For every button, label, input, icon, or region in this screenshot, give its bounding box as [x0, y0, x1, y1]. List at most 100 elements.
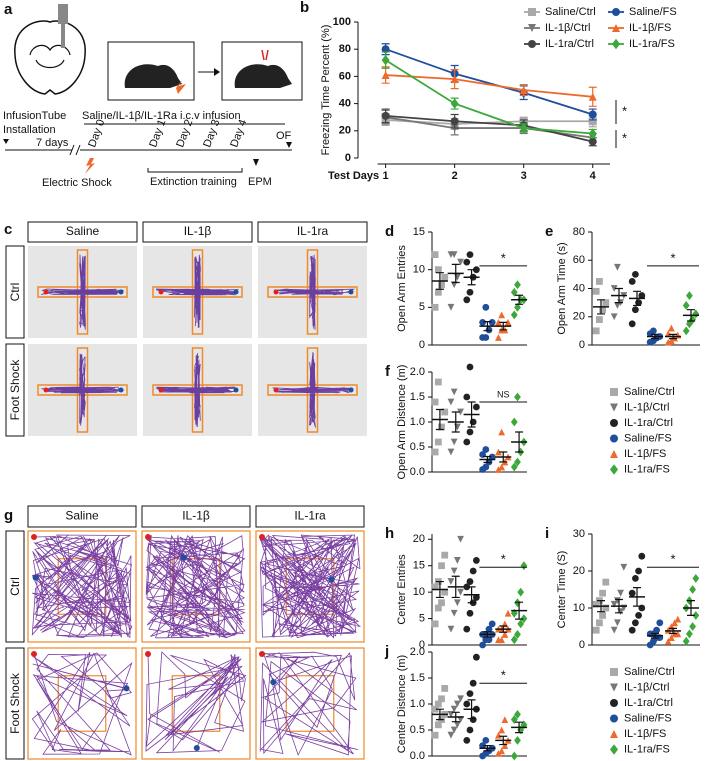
point [466, 690, 474, 697]
point [632, 270, 639, 278]
shock-icon [176, 80, 186, 94]
point [514, 392, 521, 402]
start [158, 387, 164, 393]
point [692, 309, 700, 319]
point [438, 599, 445, 607]
error-bar [451, 411, 460, 433]
point [668, 324, 675, 332]
y-tick-label: 60 [339, 70, 351, 82]
y-axis-label: Open Arm Entries [396, 245, 408, 332]
point [514, 280, 521, 290]
point [504, 319, 512, 326]
point [447, 731, 455, 739]
point [466, 609, 474, 617]
point [472, 403, 480, 411]
point [519, 122, 528, 134]
row-header-box [5, 647, 25, 760]
panel-label: j [384, 643, 389, 660]
legend-marker [610, 730, 618, 738]
legend-label: IL-1ra/FS [629, 38, 675, 50]
track [156, 254, 239, 328]
column-header: Saline [66, 224, 100, 238]
point [498, 747, 506, 755]
series-line [385, 59, 593, 135]
label: Installation [3, 124, 56, 136]
marker [3, 139, 9, 144]
y-tick-label: 20 [573, 565, 585, 577]
row-header: Ctrl [8, 283, 22, 302]
point [610, 313, 618, 321]
error-bar [687, 600, 695, 616]
end [193, 744, 200, 751]
point [466, 288, 474, 296]
error-bar [451, 575, 460, 599]
column-header-box [141, 505, 251, 528]
legend-marker [610, 683, 618, 692]
point [510, 310, 518, 320]
row-header: Foot Shock [8, 672, 22, 734]
point [596, 619, 603, 627]
significance: * [670, 250, 675, 265]
end [118, 387, 124, 393]
point [488, 620, 496, 628]
point [438, 423, 445, 431]
legend-label: IL-1ra/Ctrl [624, 697, 673, 709]
point [638, 292, 646, 299]
point [510, 608, 518, 618]
error-bar [467, 586, 476, 604]
point [453, 557, 461, 564]
y-tick-label: 0.0 [410, 466, 425, 478]
panel-label: c [4, 221, 12, 238]
point [431, 731, 439, 739]
significance: * [622, 130, 627, 145]
point [447, 398, 455, 406]
error-bar [467, 699, 476, 720]
point [692, 610, 700, 620]
legend-label: IL-1β/Ctrl [624, 681, 669, 693]
point [431, 620, 439, 628]
point [450, 117, 459, 126]
point [453, 721, 461, 729]
point [632, 619, 639, 627]
legend-label: Saline/FS [624, 432, 672, 444]
column-header: IL-1β [182, 509, 210, 523]
point [514, 630, 521, 639]
error-bar [687, 309, 695, 322]
legend-label: Saline/FS [624, 712, 672, 724]
y-tick-label: 20 [339, 125, 351, 137]
point [466, 428, 474, 436]
error-bar [499, 451, 508, 463]
start [145, 651, 151, 657]
point [596, 278, 603, 285]
column-header-box [27, 221, 138, 243]
point [510, 417, 518, 427]
y-tick-label: 80 [573, 226, 585, 238]
panel-label: f [385, 363, 391, 380]
point [495, 319, 502, 326]
point [592, 626, 600, 634]
point [671, 619, 678, 627]
point [632, 575, 639, 582]
point [628, 589, 636, 597]
legend-marker [610, 464, 618, 475]
start [273, 387, 279, 393]
significance: * [501, 552, 506, 567]
point [501, 742, 509, 749]
point [441, 273, 449, 281]
column-header-box [27, 505, 137, 528]
point [450, 388, 458, 396]
y-tick-label: 0.0 [410, 750, 425, 761]
y-tick-label: 10 [413, 586, 425, 598]
point [450, 567, 458, 575]
label: EPM [248, 176, 272, 188]
day-label: Day 0 [86, 118, 107, 149]
point [495, 466, 502, 473]
point [628, 320, 636, 328]
legend-label: IL-1ra/FS [624, 463, 670, 475]
point [469, 418, 477, 426]
point [498, 463, 506, 471]
significance: * [670, 552, 675, 567]
shock-icon [85, 158, 95, 174]
point [472, 266, 480, 274]
panel-label: g [4, 507, 13, 524]
